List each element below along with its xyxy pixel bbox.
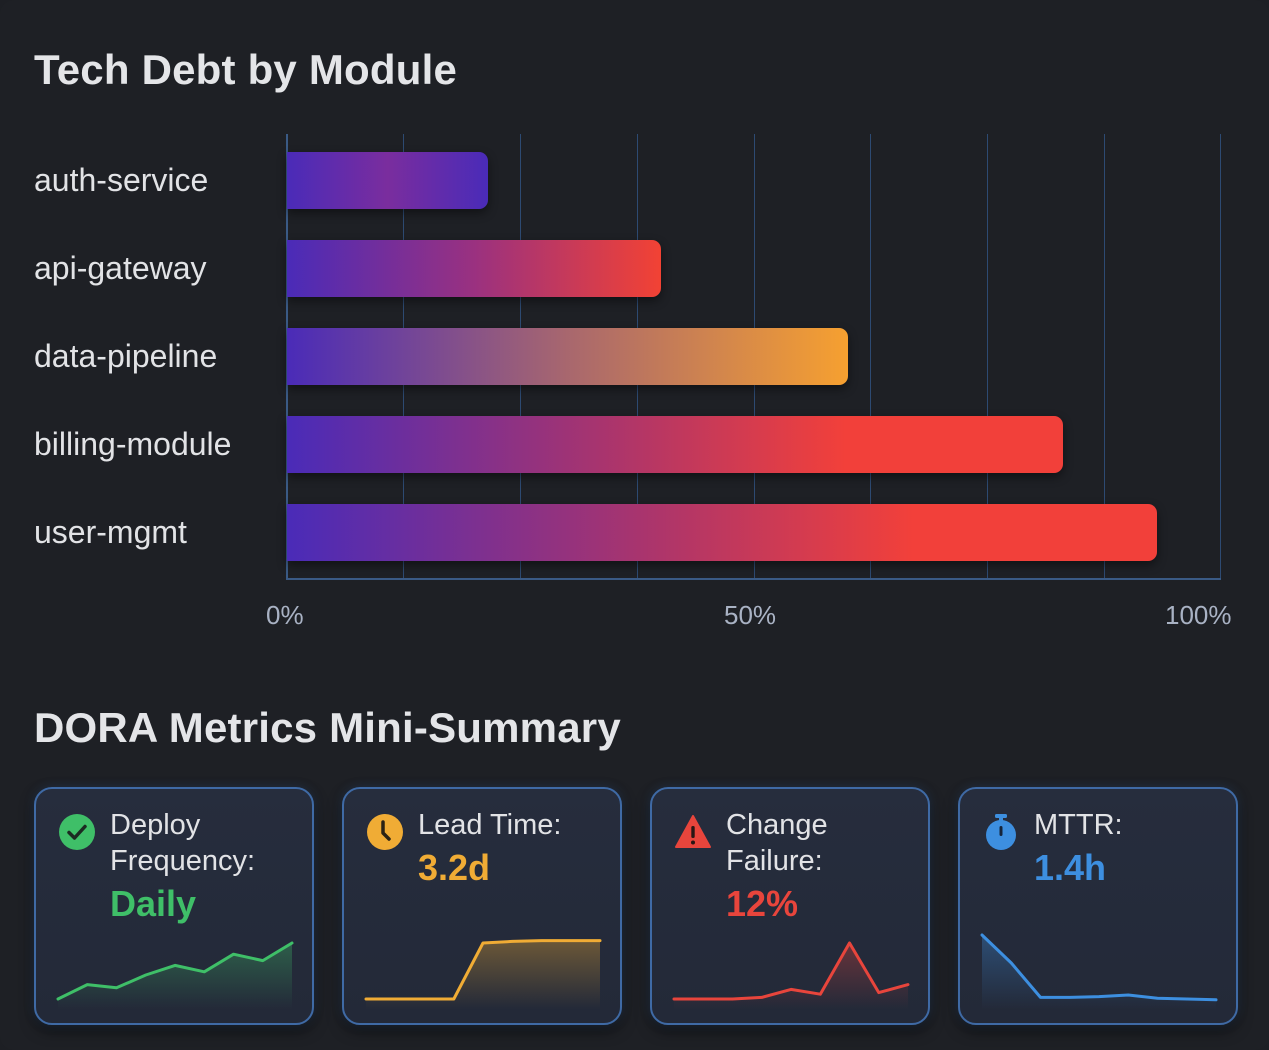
metric-value: 3.2d — [418, 847, 491, 888]
category-label: auth-service — [34, 162, 209, 198]
tech-debt-bar-chart — [286, 134, 1221, 580]
grid-line — [987, 134, 989, 580]
metric-label: MTTR: — [1034, 809, 1123, 841]
metric-value: Daily — [110, 883, 197, 924]
bar-billing-module[interactable] — [287, 416, 1064, 473]
metric-value: 12% — [726, 883, 799, 924]
metric-label: Lead Time: — [418, 809, 562, 841]
category-label: data-pipeline — [34, 338, 218, 374]
tech-debt-title: Tech Debt by Module — [34, 46, 458, 93]
grid-line — [1104, 134, 1106, 580]
x-tick-label: 100% — [1165, 600, 1232, 630]
mttr-sparkline — [980, 933, 1218, 1009]
category-label: api-gateway — [34, 250, 207, 286]
dora-card-lead-time[interactable]: Lead Time: 3.2d — [342, 787, 622, 1025]
bar-auth-service[interactable] — [287, 152, 489, 209]
bar-api-gateway[interactable] — [287, 240, 661, 297]
dora-card-deploy-frequency[interactable]: Deploy Frequency: Daily — [34, 787, 314, 1025]
check-circle-icon — [59, 814, 95, 850]
metric-label: Change Failure: — [726, 809, 828, 877]
grid-line — [870, 134, 872, 580]
change-failure-sparkline — [672, 941, 910, 1009]
x-tick-label: 50% — [724, 600, 777, 630]
bar-data-pipeline[interactable] — [287, 328, 848, 385]
dora-card-change-failure[interactable]: Change Failure: 12% — [650, 787, 930, 1025]
x-tick-label: 0% — [266, 600, 304, 630]
x-axis — [286, 578, 1221, 580]
lead-time-sparkline — [364, 939, 602, 1009]
dora-title: DORA Metrics Mini-Summary — [34, 704, 621, 751]
category-label: billing-module — [34, 426, 232, 462]
warning-triangle-icon — [675, 815, 711, 848]
dora-card-mttr[interactable]: MTTR: 1.4h — [958, 787, 1238, 1025]
stopwatch-icon — [986, 814, 1016, 850]
metric-label: Deploy Frequency: — [110, 809, 256, 877]
category-label: user-mgmt — [34, 514, 187, 550]
deploy-frequency-sparkline — [56, 941, 294, 1009]
bar-user-mgmt[interactable] — [287, 504, 1157, 561]
grid-line — [1220, 134, 1221, 580]
metric-value: 1.4h — [1034, 847, 1107, 888]
clock-icon — [367, 814, 403, 850]
